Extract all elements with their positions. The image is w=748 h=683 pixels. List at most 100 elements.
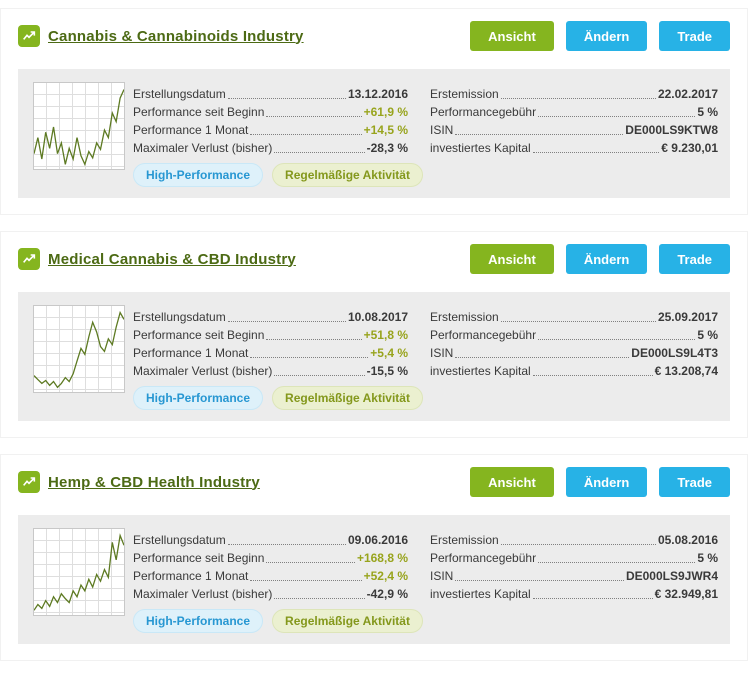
trend-arrow-icon — [18, 25, 40, 47]
stat-row: Maximaler Verlust (bisher) -15,5 % — [133, 362, 408, 380]
portfolio-card: Hemp & CBD Health Industry Ansicht Änder… — [0, 454, 748, 661]
stat-label: Erstemission — [430, 533, 499, 547]
trade-button[interactable]: Trade — [659, 21, 730, 51]
stat-value: 25.09.2017 — [657, 310, 718, 324]
card-header: Hemp & CBD Health Industry Ansicht Änder… — [18, 467, 730, 497]
stat-value: +5,4 % — [370, 346, 408, 360]
stat-value: DE000LS9JWR4 — [625, 569, 718, 583]
stat-row: ISIN DE000LS9KTW8 — [430, 121, 718, 139]
high-performance-badge: High-Performance — [133, 163, 264, 187]
badge-row: High-Performance Regelmäßige Aktivität — [133, 609, 423, 633]
stat-row: Erstemission 25.09.2017 — [430, 308, 718, 326]
aendern-button[interactable]: Ändern — [565, 467, 648, 497]
stat-row: Performance 1 Monat +14,5 % — [133, 121, 408, 139]
portfolio-title-link[interactable]: Medical Cannabis & CBD Industry — [18, 248, 296, 270]
dotted-leader — [538, 339, 696, 340]
stat-label: Erstellungsdatum — [133, 310, 226, 324]
dotted-leader — [274, 598, 365, 599]
portfolio-title-link[interactable]: Cannabis & Cannabinoids Industry — [18, 25, 304, 47]
stat-value: € 13.208,74 — [654, 364, 718, 378]
stat-value: +14,5 % — [363, 123, 408, 137]
stat-row: Performancegebühr 5 % — [430, 549, 718, 567]
sparkline-chart — [33, 528, 125, 616]
dotted-leader — [250, 134, 362, 135]
stats-right-column: Erstemission 22.02.2017 Performancegebüh… — [430, 82, 718, 187]
trade-button[interactable]: Trade — [659, 244, 730, 274]
dotted-leader — [274, 152, 365, 153]
stat-label: Performance seit Beginn — [133, 328, 265, 342]
stat-row: Performance 1 Monat +52,4 % — [133, 567, 408, 585]
badge-row: High-Performance Regelmäßige Aktivität — [133, 163, 423, 187]
stat-label: investiertes Kapital — [430, 587, 531, 601]
stat-row: Maximaler Verlust (bisher) -42,9 % — [133, 585, 408, 603]
portfolio-title: Cannabis & Cannabinoids Industry — [48, 27, 304, 45]
dotted-leader — [500, 321, 656, 322]
stat-label: investiertes Kapital — [430, 364, 531, 378]
card-header: Medical Cannabis & CBD Industry Ansicht … — [18, 244, 730, 274]
regular-activity-badge: Regelmäßige Aktivität — [272, 163, 423, 187]
action-buttons: Ansicht Ändern Trade — [458, 21, 730, 51]
stat-label: Performance 1 Monat — [133, 346, 249, 360]
dotted-leader — [538, 562, 696, 563]
sparkline-chart — [33, 82, 125, 170]
stat-value: 10.08.2017 — [347, 310, 408, 324]
dotted-leader — [455, 357, 630, 358]
stat-row: investiertes Kapital € 13.208,74 — [430, 362, 718, 380]
ansicht-button[interactable]: Ansicht — [470, 467, 554, 497]
portfolio-title-link[interactable]: Hemp & CBD Health Industry — [18, 471, 260, 493]
stat-value: 22.02.2017 — [657, 87, 718, 101]
stat-row: Erstemission 05.08.2016 — [430, 531, 718, 549]
trade-button[interactable]: Trade — [659, 467, 730, 497]
stat-row: Erstellungsdatum 10.08.2017 — [133, 308, 408, 326]
stat-row: investiertes Kapital € 9.230,01 — [430, 139, 718, 157]
stat-value: +52,4 % — [363, 569, 408, 583]
dotted-leader — [227, 98, 346, 99]
stats-left-column: Erstellungsdatum 09.06.2016 Performance … — [133, 528, 423, 633]
stat-value: -42,9 % — [366, 587, 408, 601]
dotted-leader — [538, 116, 696, 117]
stat-label: investiertes Kapital — [430, 141, 531, 155]
aendern-button[interactable]: Ändern — [565, 244, 648, 274]
stat-row: Maximaler Verlust (bisher) -28,3 % — [133, 139, 408, 157]
stat-row: Erstemission 22.02.2017 — [430, 85, 718, 103]
stats-right-column: Erstemission 05.08.2016 Performancegebüh… — [430, 528, 718, 633]
trend-arrow-icon — [18, 471, 40, 493]
dotted-leader — [500, 98, 656, 99]
dotted-leader — [532, 152, 660, 153]
stat-label: ISIN — [430, 346, 454, 360]
high-performance-badge: High-Performance — [133, 609, 264, 633]
card-body: Erstellungsdatum 13.12.2016 Performance … — [18, 69, 730, 198]
stat-label: ISIN — [430, 123, 454, 137]
stat-row: Performance seit Beginn +168,8 % — [133, 549, 408, 567]
dotted-leader — [266, 116, 362, 117]
dotted-leader — [500, 544, 656, 545]
stat-row: Erstellungsdatum 09.06.2016 — [133, 531, 408, 549]
dotted-leader — [227, 544, 346, 545]
stat-row: Performancegebühr 5 % — [430, 103, 718, 121]
stat-row: ISIN DE000LS9JWR4 — [430, 567, 718, 585]
stat-row: Erstellungsdatum 13.12.2016 — [133, 85, 408, 103]
stat-row: investiertes Kapital € 32.949,81 — [430, 585, 718, 603]
dotted-leader — [455, 134, 624, 135]
stats-left-column: Erstellungsdatum 13.12.2016 Performance … — [133, 82, 423, 187]
stat-value: -15,5 % — [366, 364, 408, 378]
ansicht-button[interactable]: Ansicht — [470, 21, 554, 51]
stat-label: ISIN — [430, 569, 454, 583]
stat-value: +51,8 % — [363, 328, 408, 342]
stat-row: Performance 1 Monat +5,4 % — [133, 344, 408, 362]
dotted-leader — [266, 339, 362, 340]
regular-activity-badge: Regelmäßige Aktivität — [272, 609, 423, 633]
aendern-button[interactable]: Ändern — [565, 21, 648, 51]
stat-label: Erstemission — [430, 310, 499, 324]
stat-label: Performance seit Beginn — [133, 105, 265, 119]
dotted-leader — [266, 562, 355, 563]
ansicht-button[interactable]: Ansicht — [470, 244, 554, 274]
stat-label: Performance seit Beginn — [133, 551, 265, 565]
stat-label: Performancegebühr — [430, 105, 537, 119]
stat-label: Maximaler Verlust (bisher) — [133, 141, 273, 155]
stat-value: 5 % — [697, 105, 718, 119]
stat-label: Performance 1 Monat — [133, 123, 249, 137]
dotted-leader — [250, 357, 369, 358]
regular-activity-badge: Regelmäßige Aktivität — [272, 386, 423, 410]
dotted-leader — [227, 321, 346, 322]
